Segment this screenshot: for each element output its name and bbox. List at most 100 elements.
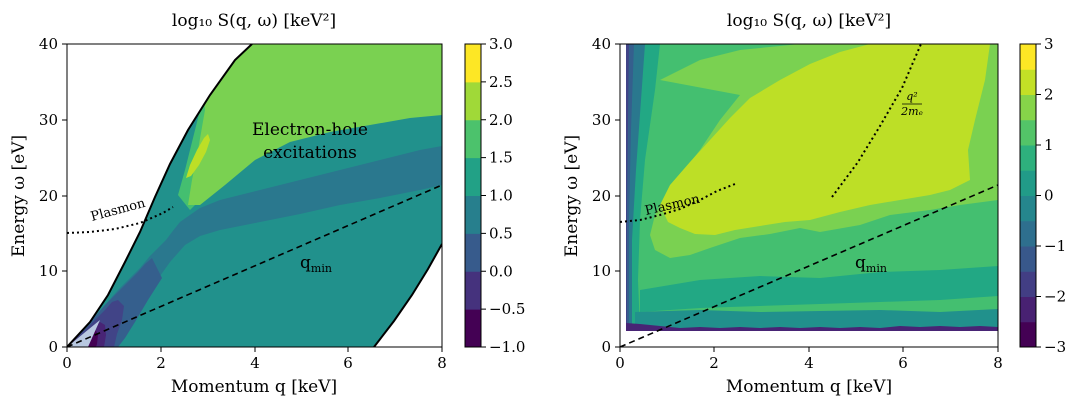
right-colorbar-band	[1020, 145, 1036, 171]
left-colorbar-band	[465, 233, 481, 272]
right-contour--2.5	[626, 323, 998, 331]
right-colorbar-tick-label: −2	[1044, 288, 1066, 306]
right-colorbar-band	[1020, 321, 1036, 348]
right-xlabel: Momentum q [keV]	[726, 377, 892, 397]
right-free-electron-curve	[831, 44, 922, 198]
right-colorbar-band	[1020, 195, 1036, 222]
left-colorbar-tick-label: 1.5	[489, 149, 513, 167]
right-ytick-label: 20	[592, 187, 611, 205]
left-plasmon-curve	[67, 206, 174, 234]
right-xtick-label: 0	[615, 354, 625, 372]
right-plasmon-curve	[620, 183, 736, 223]
right-xtick-label: 6	[898, 354, 908, 372]
right-ytick-label: 30	[592, 111, 611, 129]
left-colorbar-band	[465, 119, 481, 159]
left-ytick-label: 20	[39, 187, 58, 205]
right-x-axis: 0 2 4 6 8 Momentum q [keV]	[615, 347, 1003, 397]
right-contour-1.5-lower	[640, 266, 998, 312]
left-colorbar-tick-label: 3.0	[489, 35, 513, 53]
right-colorbar-band	[1020, 246, 1036, 272]
left-annotation-region-line2: excitations	[263, 143, 357, 163]
right-xtick-label: 4	[804, 354, 814, 372]
right-qmin-line	[620, 184, 998, 347]
left-colorbar-tick-label: −0.5	[489, 300, 525, 318]
right-annotation-free-numerator: q²	[906, 90, 917, 103]
right-contour-3.0	[660, 44, 990, 235]
left-colorbar-bands	[465, 44, 481, 348]
left-colorbar-tick-label: 0.0	[489, 262, 513, 280]
left-ytick-label: 0	[48, 338, 58, 356]
right-colorbar-ticks: −3 −2 −1 0 1 2 3	[1036, 35, 1066, 356]
left-inaccessible-region	[67, 320, 100, 347]
right-ytick-label: 10	[592, 262, 611, 280]
left-colorbar-ticks: −1.0 −0.5 0.0 0.5 1.0 1.5 2.0 2.5 3.0	[481, 35, 525, 356]
left-kinematic-mask-lower	[374, 244, 442, 347]
left-colorbar-tick-label: 0.5	[489, 224, 513, 242]
left-panel: log₁₀ S(q, ω) [keV²] Electron-hole excit…	[9, 11, 525, 397]
left-colorbar-band	[465, 44, 481, 83]
right-ylabel: Energy ω [eV]	[562, 135, 582, 257]
left-ytick-label: 30	[39, 111, 58, 129]
left-xtick-label: 0	[62, 354, 72, 372]
right-colorbar-band	[1020, 170, 1036, 196]
right-colorbar-bands	[1020, 44, 1036, 348]
left-title: log₁₀ S(q, ω) [keV²]	[172, 11, 336, 31]
left-annotation-region-line1: Electron-hole	[252, 120, 368, 140]
right-colorbar-band	[1020, 94, 1036, 121]
left-y-axis: 0 10 20 30 40 Energy ω [eV]	[9, 35, 67, 356]
right-ytick-label: 0	[601, 338, 611, 356]
left-colorbar-band	[465, 157, 481, 196]
right-panel: log₁₀ S(q, ω) [keV²] Plasmon qmin q² 2mₑ	[562, 11, 1066, 397]
left-colorbar-band	[465, 195, 481, 234]
right-colorbar-tick-label: 1	[1044, 136, 1054, 154]
right-y-axis: 0 10 20 30 40 Energy ω [eV]	[562, 35, 620, 356]
left-lower-boundary	[373, 243, 442, 347]
left-colorbar-tick-label: −1.0	[489, 338, 525, 356]
right-colorbar-band	[1020, 119, 1036, 146]
right-colorbar-band	[1020, 69, 1036, 95]
right-colorbar-band	[1020, 44, 1036, 70]
left-colorbar-tick-label: 2.0	[489, 111, 513, 129]
right-colorbar-tick-label: 0	[1044, 187, 1054, 205]
right-title: log₁₀ S(q, ω) [keV²]	[727, 11, 891, 31]
right-plot-area	[620, 44, 998, 347]
left-contour-3.0	[186, 134, 210, 178]
left-upper-boundary	[67, 44, 253, 347]
right-contour-1.0-lower	[635, 309, 998, 330]
left-colorbar-band	[465, 309, 481, 348]
left-plot-area	[67, 44, 442, 347]
left-xtick-label: 6	[343, 354, 353, 372]
left-ytick-label: 10	[39, 262, 58, 280]
left-colorbar-tick-label: 1.0	[489, 187, 513, 205]
right-empty-low-energy	[620, 331, 998, 347]
right-colorbar-band	[1020, 220, 1036, 247]
left-x-axis: 0 2 4 6 8 Momentum q [keV]	[62, 347, 447, 397]
left-xlabel: Momentum q [keV]	[171, 377, 337, 397]
left-ylabel: Energy ω [eV]	[9, 135, 29, 257]
left-contour-0.0	[67, 300, 124, 347]
left-kinematic-mask-upper	[67, 44, 252, 347]
right-annotation-free-denominator: 2mₑ	[900, 105, 923, 118]
left-colorbar-band	[465, 81, 481, 121]
left-contour-2.5	[188, 44, 442, 205]
right-colorbar-tick-label: 3	[1044, 35, 1054, 53]
left-colorbar-band	[465, 271, 481, 310]
left-contour-1.0	[67, 146, 442, 347]
right-colorbar-tick-label: −1	[1044, 237, 1066, 255]
left-ytick-label: 40	[39, 35, 58, 53]
left-qmin-line	[67, 184, 442, 347]
left-xtick-label: 8	[437, 354, 447, 372]
left-xtick-label: 2	[156, 354, 166, 372]
left-colorbar-tick-label: 2.5	[489, 73, 513, 91]
right-colorbar-band	[1020, 271, 1036, 297]
right-colorbar-tick-label: 2	[1044, 86, 1054, 104]
right-contour--1.5	[626, 44, 629, 330]
right-xtick-label: 8	[993, 354, 1003, 372]
left-colorbar: −1.0 −0.5 0.0 0.5 1.0 1.5 2.0 2.5 3.0	[464, 35, 525, 356]
right-colorbar-tick-label: −3	[1044, 338, 1066, 356]
right-colorbar: −3 −2 −1 0 1 2 3	[1019, 35, 1066, 356]
right-xtick-label: 2	[709, 354, 719, 372]
left-xtick-label: 4	[250, 354, 260, 372]
right-ytick-label: 40	[592, 35, 611, 53]
